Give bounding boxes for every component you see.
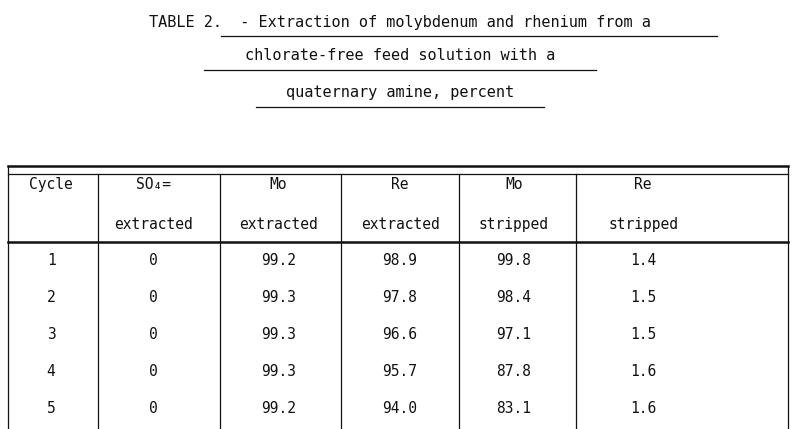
Text: 97.8: 97.8	[382, 290, 418, 305]
Text: 99.8: 99.8	[496, 253, 531, 268]
Text: 83.1: 83.1	[496, 401, 531, 416]
Text: quaternary amine, percent: quaternary amine, percent	[286, 85, 514, 100]
Text: 98.4: 98.4	[496, 290, 531, 305]
Text: 94.0: 94.0	[382, 401, 418, 416]
Text: 0: 0	[149, 253, 158, 268]
Text: 1.5: 1.5	[630, 327, 656, 342]
Text: 0: 0	[149, 364, 158, 379]
Text: extracted: extracted	[361, 217, 439, 232]
Text: 1: 1	[46, 253, 55, 268]
Text: 99.2: 99.2	[261, 253, 296, 268]
Text: 99.3: 99.3	[261, 327, 296, 342]
Text: extracted: extracted	[239, 217, 318, 232]
Text: 99.2: 99.2	[261, 401, 296, 416]
Text: Cycle: Cycle	[30, 177, 73, 192]
Text: 1.5: 1.5	[630, 290, 656, 305]
Text: Re: Re	[391, 177, 409, 192]
Text: 1.4: 1.4	[630, 253, 656, 268]
Text: SO₄=: SO₄=	[135, 177, 170, 192]
Text: 5: 5	[46, 401, 55, 416]
Text: chlorate-free feed solution with a: chlorate-free feed solution with a	[245, 48, 555, 63]
Text: 95.7: 95.7	[382, 364, 418, 379]
Text: 98.9: 98.9	[382, 253, 418, 268]
Text: stripped: stripped	[478, 217, 549, 232]
Text: 87.8: 87.8	[496, 364, 531, 379]
Text: 1.6: 1.6	[630, 364, 656, 379]
Text: 1.6: 1.6	[630, 401, 656, 416]
Text: stripped: stripped	[608, 217, 678, 232]
Text: 4: 4	[46, 364, 55, 379]
Text: 99.3: 99.3	[261, 290, 296, 305]
Text: Mo: Mo	[270, 177, 287, 192]
Text: TABLE 2.  - Extraction of molybdenum and rhenium from a: TABLE 2. - Extraction of molybdenum and …	[149, 15, 651, 30]
Text: 2: 2	[46, 290, 55, 305]
Text: extracted: extracted	[114, 217, 193, 232]
Text: 97.1: 97.1	[496, 327, 531, 342]
Text: 0: 0	[149, 327, 158, 342]
Text: Mo: Mo	[505, 177, 522, 192]
Text: 0: 0	[149, 401, 158, 416]
Text: 99.3: 99.3	[261, 364, 296, 379]
Text: Re: Re	[634, 177, 652, 192]
Text: 96.6: 96.6	[382, 327, 418, 342]
Text: 0: 0	[149, 290, 158, 305]
Text: 3: 3	[46, 327, 55, 342]
